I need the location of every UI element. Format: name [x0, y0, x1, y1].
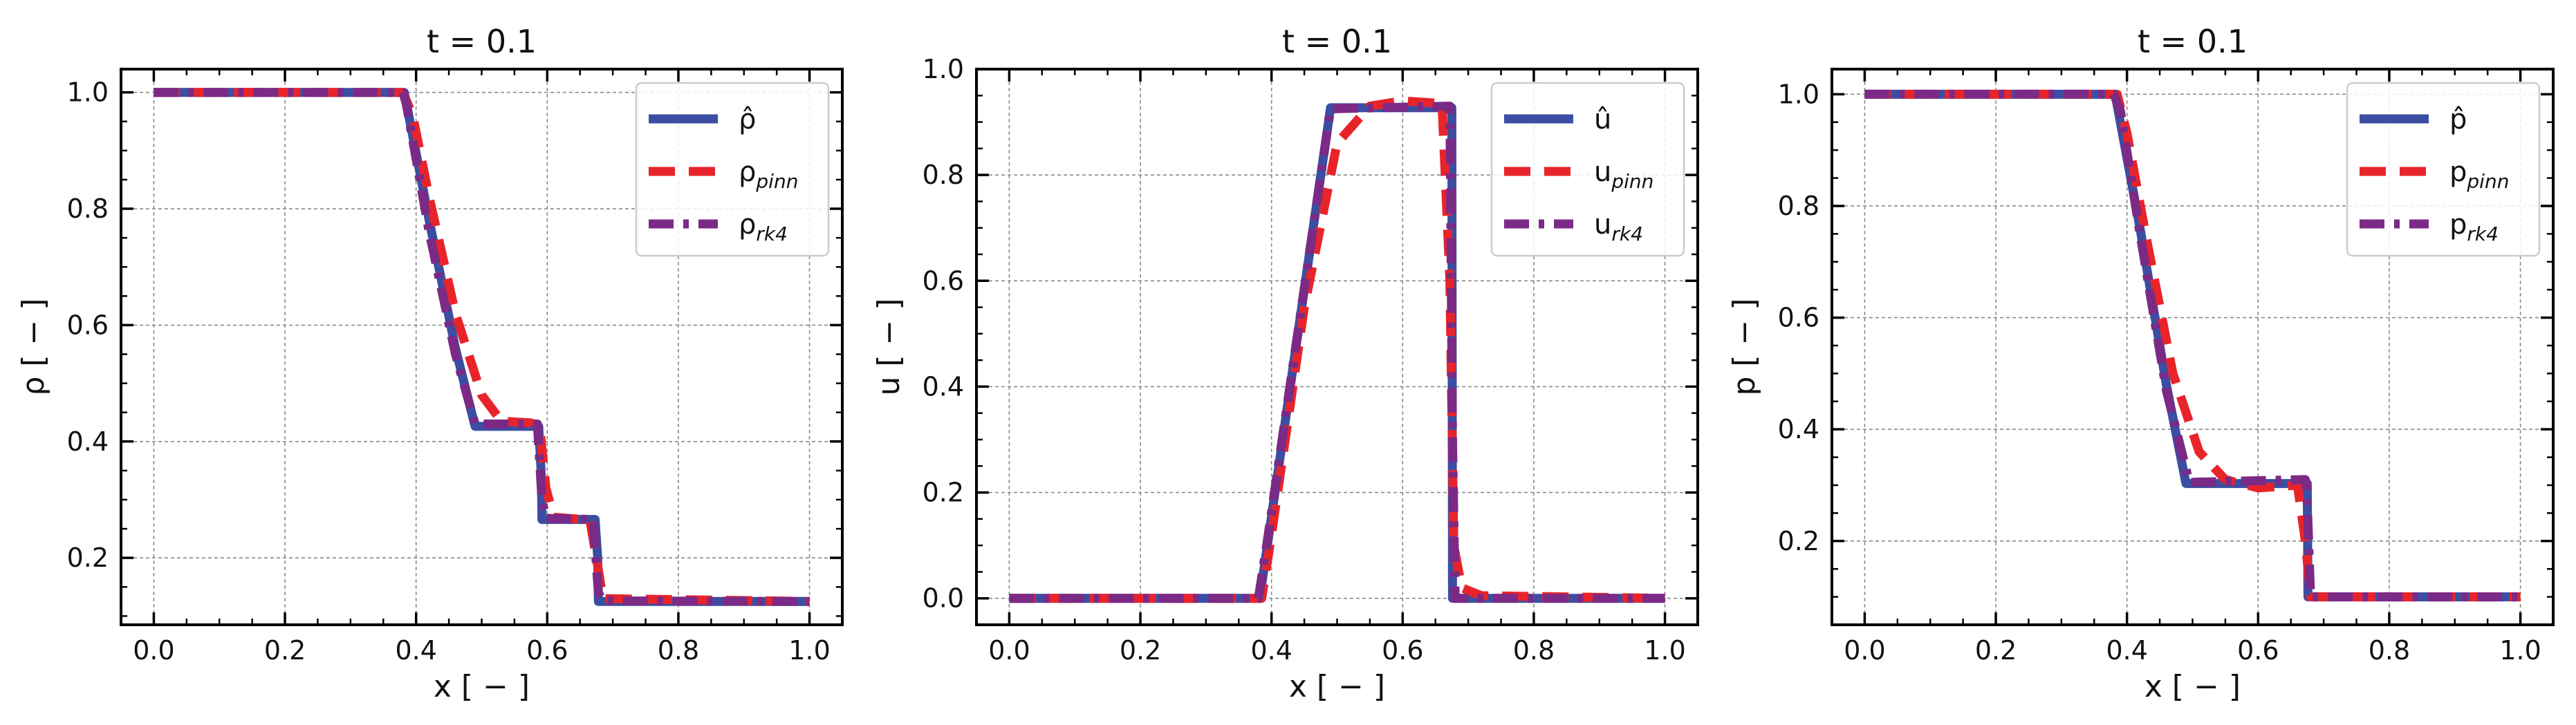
- x-tick-label: 0.0: [988, 635, 1030, 666]
- x-tick-label: 0.4: [2106, 635, 2147, 666]
- legend-label-main: p: [2449, 156, 2467, 188]
- y-tick-label: 0.6: [67, 310, 109, 340]
- legend-label-2: ρpinn: [739, 156, 798, 193]
- legend-box: [1490, 82, 1685, 257]
- x-tick-label: 1.0: [788, 635, 830, 666]
- panel-title: t = 0.1: [2138, 23, 2248, 60]
- y-tick-label: 0.8: [67, 194, 109, 224]
- y-tick-label: 0.8: [923, 160, 964, 190]
- legend-label-sub: rk4: [2467, 223, 2499, 245]
- ticks: [976, 68, 1698, 625]
- x-axis-label: x [ − ]: [434, 669, 530, 704]
- x-tick-label: 0.8: [2369, 635, 2410, 666]
- ticks: [1832, 69, 2553, 626]
- series-group: [1009, 96, 1665, 603]
- legend-label-main: u: [1594, 156, 1611, 188]
- y-tick-label: 0.8: [1778, 191, 1819, 221]
- legend-label-sub: pinn: [755, 170, 798, 193]
- y-tick-label: 0.4: [923, 371, 964, 402]
- legend-label-main: û: [1594, 104, 1611, 135]
- legend-label-main: p̂: [2449, 104, 2467, 135]
- chart-panel-3: 0.0 0.2 0.4 0.6 0.8 1.0 0.2 0.4 0.6 0.8 1.0 t = 0.1…: [1727, 23, 2555, 704]
- chart-panel-1: 0.0 0.2 0.4 0.6 0.8 1.0 0.2 0.4 0.6 0.8 1.0 t = 0.1…: [16, 23, 844, 704]
- panel-title: t = 0.1: [1282, 23, 1392, 60]
- ticks: [121, 69, 842, 625]
- legend-label-main: ρ: [739, 209, 756, 241]
- legend-box: [2346, 82, 2541, 257]
- legend-label-main: u: [1594, 209, 1611, 241]
- legend-label-main: ρ: [739, 156, 756, 188]
- legend-label-1: ρ̂: [739, 104, 756, 135]
- legend-label-2: upinn: [1594, 156, 1653, 193]
- legend-label-2: ppinn: [2449, 156, 2509, 193]
- series-line-3: [1864, 89, 2521, 602]
- y-tick-label: 1.0: [923, 54, 964, 84]
- x-tick-label: 0.2: [1120, 635, 1161, 666]
- y-tick-label: 0.2: [67, 543, 109, 573]
- x-tick-label: 0.4: [395, 635, 436, 666]
- legend-label-3: urk4: [1594, 209, 1643, 245]
- x-tick-label: 0.6: [2237, 635, 2279, 666]
- x-tick-label: 0.2: [1975, 635, 2017, 666]
- series-line-3: [154, 88, 810, 606]
- x-tick-label: 0.8: [658, 635, 699, 666]
- x-tick-label: 0.0: [133, 635, 174, 666]
- x-tick-label: 0.6: [526, 635, 568, 666]
- y-axis-label: ρ [ − ]: [16, 298, 51, 395]
- legend-label-sub: rk4: [756, 223, 788, 245]
- x-axis-label: x [ − ]: [2144, 669, 2241, 704]
- legend-label-main: ρ̂: [739, 104, 756, 135]
- y-tick-label: 0.4: [1778, 414, 1819, 444]
- y-tick-label: 0.2: [1778, 526, 1819, 556]
- y-tick-label: 1.0: [67, 77, 109, 108]
- legend-label-sub: pinn: [1611, 170, 1653, 193]
- y-tick-label: 0.4: [67, 426, 109, 457]
- legend-label-main: p: [2449, 209, 2467, 241]
- legend-box: [635, 82, 830, 257]
- x-tick-label: 0.4: [1250, 635, 1292, 666]
- legend-label-sub: rk4: [1611, 223, 1643, 245]
- x-tick-label: 0.0: [1844, 635, 1885, 666]
- legend-label-1: û: [1594, 104, 1611, 135]
- series-group: [1864, 89, 2521, 602]
- x-tick-label: 1.0: [2499, 635, 2541, 666]
- legend-label-sub: pinn: [2466, 170, 2509, 193]
- series-group: [154, 88, 810, 606]
- x-axis-label: x [ − ]: [1289, 669, 1385, 704]
- y-tick-label: 0.0: [923, 583, 964, 614]
- y-axis-label: u [ − ]: [871, 298, 907, 395]
- series-line-3: [1009, 102, 1665, 603]
- y-tick-label: 0.6: [923, 265, 964, 296]
- legend-label-1: p̂: [2449, 104, 2467, 135]
- legend-label-3: prk4: [2449, 209, 2499, 245]
- y-axis-label: p [ − ]: [1727, 298, 1762, 395]
- chart-panel-2: 0.0 0.2 0.4 0.6 0.8 1.0 0.0 0.2 0.4 0.6 0.8 1.0 t = …: [871, 23, 1699, 704]
- panel-title: t = 0.1: [427, 23, 537, 60]
- y-tick-label: 0.6: [1778, 303, 1819, 333]
- x-tick-label: 1.0: [1644, 635, 1685, 666]
- x-tick-label: 0.8: [1513, 635, 1555, 666]
- y-tick-label: 0.2: [923, 478, 964, 508]
- x-tick-label: 0.6: [1382, 635, 1423, 666]
- legend-label-3: ρrk4: [739, 209, 788, 245]
- y-tick-label: 1.0: [1778, 79, 1819, 109]
- x-tick-label: 0.2: [264, 635, 306, 666]
